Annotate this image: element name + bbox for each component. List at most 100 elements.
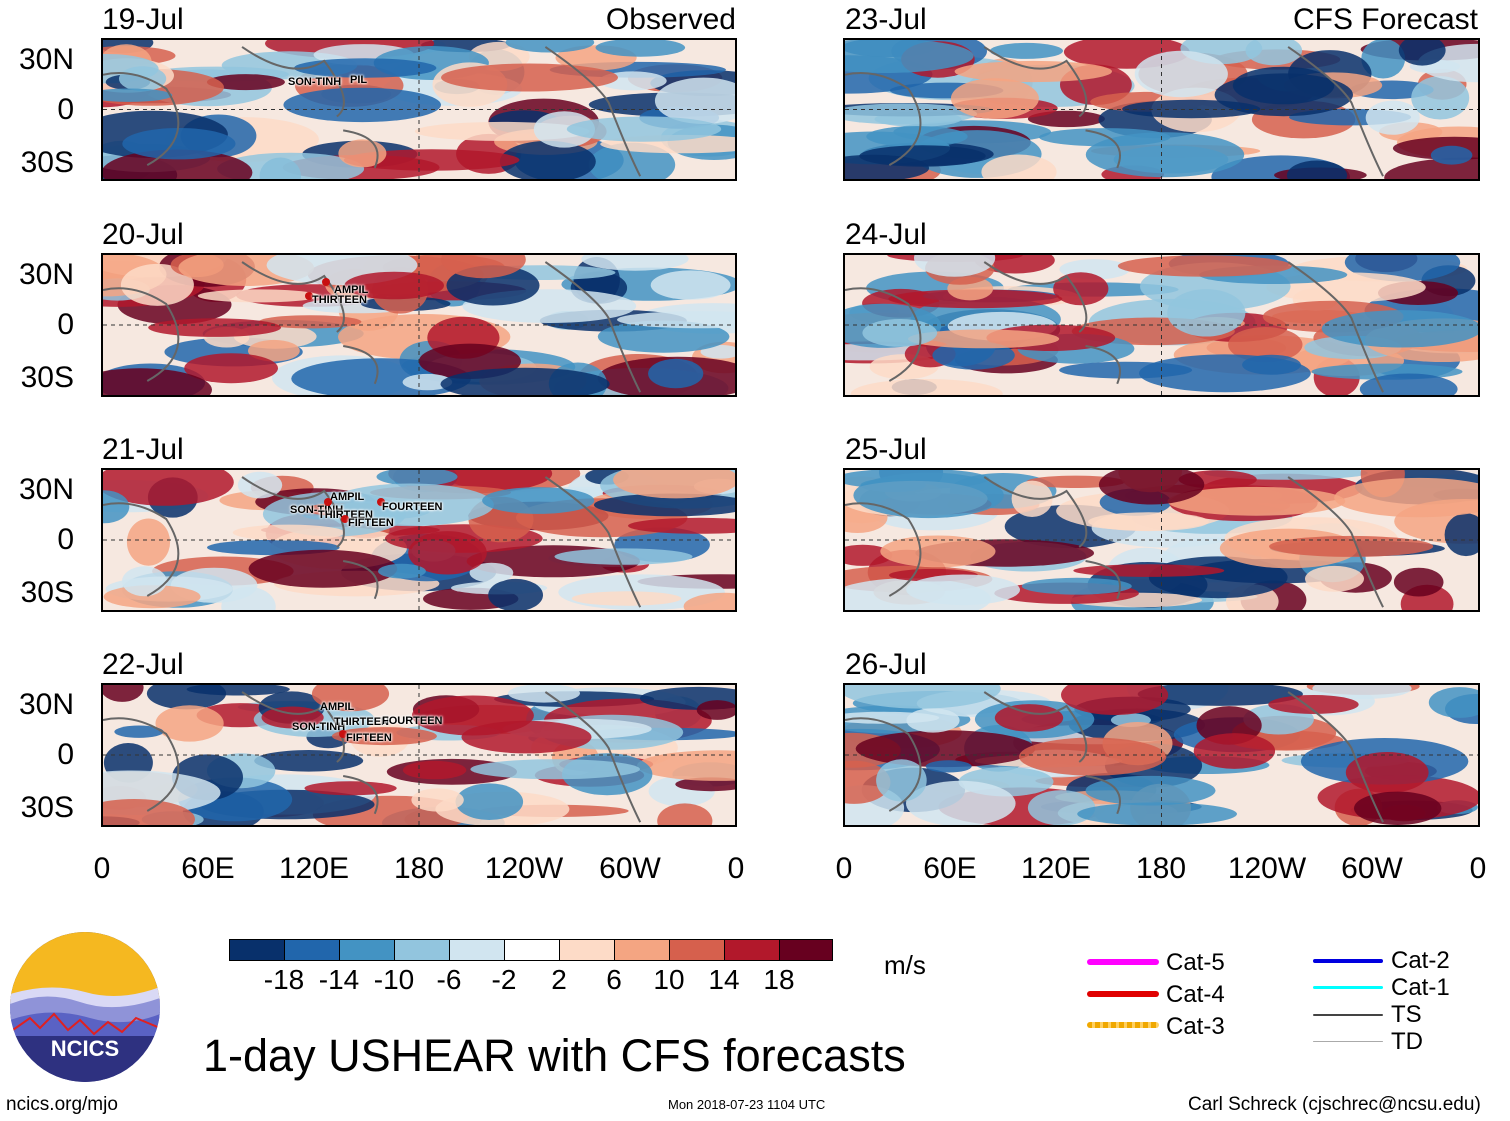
footer-credit: Carl Schreck (cjschrec@ncsu.edu) xyxy=(1188,1094,1481,1115)
lon-label: 60W xyxy=(1341,852,1403,885)
colorbar-tick: 2 xyxy=(551,964,567,995)
legend-label-td: TD xyxy=(1391,1028,1423,1055)
lon-label: 120E xyxy=(1020,852,1092,885)
panel-date-observed-4: 22-Jul xyxy=(102,648,184,681)
legend-line-ts xyxy=(1313,1014,1383,1016)
map-panel-observed-4 xyxy=(101,683,737,827)
lon-label: 0 xyxy=(1469,852,1487,885)
legend-label-ts: TS xyxy=(1391,1001,1422,1028)
colorbar-cell xyxy=(504,939,560,961)
legend-line-cat4 xyxy=(1087,991,1159,997)
legend-line-td xyxy=(1313,1041,1383,1042)
storm-label: AMPIL xyxy=(330,491,365,503)
panel-date-forecast-3: 25-Jul xyxy=(845,433,927,466)
legend-label-cat3: Cat-3 xyxy=(1166,1013,1225,1040)
colorbar-tick: -6 xyxy=(436,964,462,995)
panel-date-forecast-2: 24-Jul xyxy=(845,218,927,251)
lon-label: 60W xyxy=(599,852,661,885)
storm-marker xyxy=(305,292,313,300)
legend-line-cat3 xyxy=(1087,1022,1159,1028)
forecast-header: CFS Forecast xyxy=(1292,3,1478,36)
colorbar-tick: -18 xyxy=(263,964,305,995)
storm-label: SON-TINH xyxy=(292,721,346,733)
colorbar-cell xyxy=(449,939,505,961)
storm-label: FIFTEEN xyxy=(346,732,392,744)
ncics-logo: NCICS xyxy=(10,932,160,1082)
colorbar-cell xyxy=(559,939,615,961)
lon-label: 120W xyxy=(1227,852,1307,885)
storm-label: PIL xyxy=(350,74,368,86)
colorbar-cell xyxy=(779,939,833,961)
lat-label-0: 0 xyxy=(57,308,74,341)
lat-label-30n: 30N xyxy=(18,258,74,291)
map-panel-forecast-4 xyxy=(843,683,1480,827)
lat-label-30n: 30N xyxy=(18,43,74,76)
colorbar-tick: 14 xyxy=(708,964,740,995)
lon-label: 0 xyxy=(93,852,111,885)
legend-label-cat5: Cat-5 xyxy=(1166,949,1225,976)
map-panel-forecast-3 xyxy=(843,468,1480,612)
colorbar-cell xyxy=(339,939,395,961)
storm-label: FIFTEEN xyxy=(348,517,394,529)
storm-label: SON-TINH xyxy=(288,76,342,88)
map-panel-forecast-1 xyxy=(843,38,1480,181)
legend-line-cat2 xyxy=(1313,959,1383,963)
lat-label-30s: 30S xyxy=(20,576,74,609)
storm-marker xyxy=(377,498,385,506)
lat-label-0: 0 xyxy=(57,93,74,126)
storm-marker xyxy=(339,730,347,738)
lat-label-30s: 30S xyxy=(20,791,74,824)
storm-label: THIRTEEN xyxy=(334,716,389,728)
lat-label-30s: 30S xyxy=(20,146,74,179)
colorbar-tick: -2 xyxy=(491,964,517,995)
colorbar-cell xyxy=(229,939,285,961)
storm-marker xyxy=(322,278,330,286)
colorbar-tick: -14 xyxy=(318,964,360,995)
legend-line-cat5 xyxy=(1087,959,1159,965)
lon-label: 0 xyxy=(835,852,853,885)
map-panel-observed-3 xyxy=(101,468,737,612)
figure-title: 1-day USHEAR with CFS forecasts xyxy=(203,1030,906,1081)
colorbar-tick: -10 xyxy=(373,964,415,995)
storm-label: FOURTEEN xyxy=(382,715,443,727)
lon-label: 60E xyxy=(181,852,235,885)
colorbar-cell xyxy=(394,939,450,961)
colorbar-tick: 10 xyxy=(653,964,685,995)
lat-label-0: 0 xyxy=(57,523,74,556)
storm-label: SON-TINH xyxy=(290,504,344,516)
panel-date-observed-3: 21-Jul xyxy=(102,433,184,466)
lon-label: 120W xyxy=(484,852,564,885)
logo-text: NCICS xyxy=(51,1036,119,1061)
lon-label: 120E xyxy=(278,852,350,885)
lon-label: 180 xyxy=(1135,852,1187,885)
lat-label-0: 0 xyxy=(57,738,74,771)
colorbar-cell xyxy=(724,939,780,961)
colorbar-tick: 6 xyxy=(606,964,622,995)
storm-label: AMPIL xyxy=(320,701,355,713)
lat-label-30n: 30N xyxy=(18,688,74,721)
legend-label-cat2: Cat-2 xyxy=(1391,947,1450,974)
lon-label: 0 xyxy=(727,852,745,885)
map-panel-forecast-2 xyxy=(843,253,1480,397)
observed-header: Observed xyxy=(605,3,736,36)
lon-label: 60E xyxy=(923,852,977,885)
storm-label: AMPIL xyxy=(334,284,369,296)
panel-date-observed-2: 20-Jul xyxy=(102,218,184,251)
storm-label: THIRTEEN xyxy=(312,294,367,306)
map-panel-observed-1 xyxy=(101,38,737,181)
colorbar-units: m/s xyxy=(884,950,926,980)
storm-marker xyxy=(341,515,349,523)
storm-marker xyxy=(324,498,332,506)
footer-timestamp: Mon 2018-07-23 1104 UTC xyxy=(668,1097,826,1112)
colorbar xyxy=(229,939,833,961)
lon-label: 180 xyxy=(393,852,445,885)
legend-line-cat1 xyxy=(1313,986,1383,989)
footer-url[interactable]: ncics.org/mjo xyxy=(6,1094,118,1115)
panel-date-forecast-4: 26-Jul xyxy=(845,648,927,681)
storm-label: FOURTEEN xyxy=(382,501,443,513)
panel-date-forecast-1: 23-Jul xyxy=(845,3,927,36)
legend-label-cat4: Cat-4 xyxy=(1166,981,1225,1008)
panel-date-observed-1: 19-Jul xyxy=(102,3,184,36)
map-panel-observed-2 xyxy=(101,253,737,397)
colorbar-cell xyxy=(614,939,670,961)
